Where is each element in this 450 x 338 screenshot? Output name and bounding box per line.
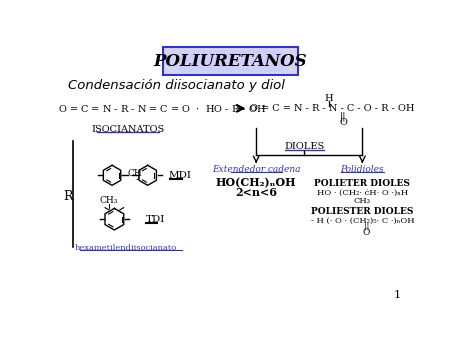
- Text: 2: 2: [135, 174, 140, 182]
- Text: 1: 1: [394, 290, 401, 300]
- Text: hexametilendiisocianato: hexametilendiisocianato: [75, 244, 177, 252]
- Text: O = C = N - R - N = C = O  $\cdot$  HO - R - OH: O = C = N - R - N = C = O $\cdot$ HO - R…: [58, 103, 266, 114]
- Text: H: H: [325, 94, 333, 103]
- Text: CH₃: CH₃: [354, 197, 371, 205]
- Text: MDI: MDI: [169, 171, 192, 180]
- Text: CH: CH: [127, 169, 142, 178]
- Text: TDI: TDI: [145, 215, 165, 224]
- Text: Polidioles: Polidioles: [341, 165, 384, 174]
- Bar: [163, 47, 298, 75]
- Text: Condensación diisocianato y diol: Condensación diisocianato y diol: [68, 79, 285, 92]
- Text: O: O: [363, 228, 370, 237]
- Text: O = C = N - R - N - C - O - R - OH: O = C = N - R - N - C - O - R - OH: [250, 104, 414, 113]
- Text: ISOCIANATOS: ISOCIANATOS: [92, 125, 165, 134]
- Text: POLIETER DIOLES: POLIETER DIOLES: [315, 179, 410, 188]
- Text: 2<n<6: 2<n<6: [235, 187, 277, 198]
- Text: POLIURETANOS: POLIURETANOS: [154, 53, 307, 70]
- Bar: [163, 47, 298, 75]
- Bar: [179, 50, 283, 72]
- Text: Extendedor cadena: Extendedor cadena: [212, 165, 301, 174]
- Text: HO · (CH₂· ċH· O ·)ₙH: HO · (CH₂· ċH· O ·)ₙH: [317, 189, 408, 197]
- Text: HO(CH₂)ₙOH: HO(CH₂)ₙOH: [216, 177, 297, 189]
- Text: ||: ||: [364, 223, 369, 231]
- Text: POLIESTER DIOLES: POLIESTER DIOLES: [311, 207, 414, 216]
- Text: O: O: [339, 118, 347, 127]
- Text: R: R: [63, 190, 72, 203]
- Text: CH₃: CH₃: [100, 196, 118, 205]
- Text: - H (· O · (CH₂)₅· C ·)ₙOH: - H (· O · (CH₂)₅· C ·)ₙOH: [310, 217, 414, 225]
- Text: DIOLES: DIOLES: [284, 142, 324, 151]
- Text: ||: ||: [340, 111, 346, 121]
